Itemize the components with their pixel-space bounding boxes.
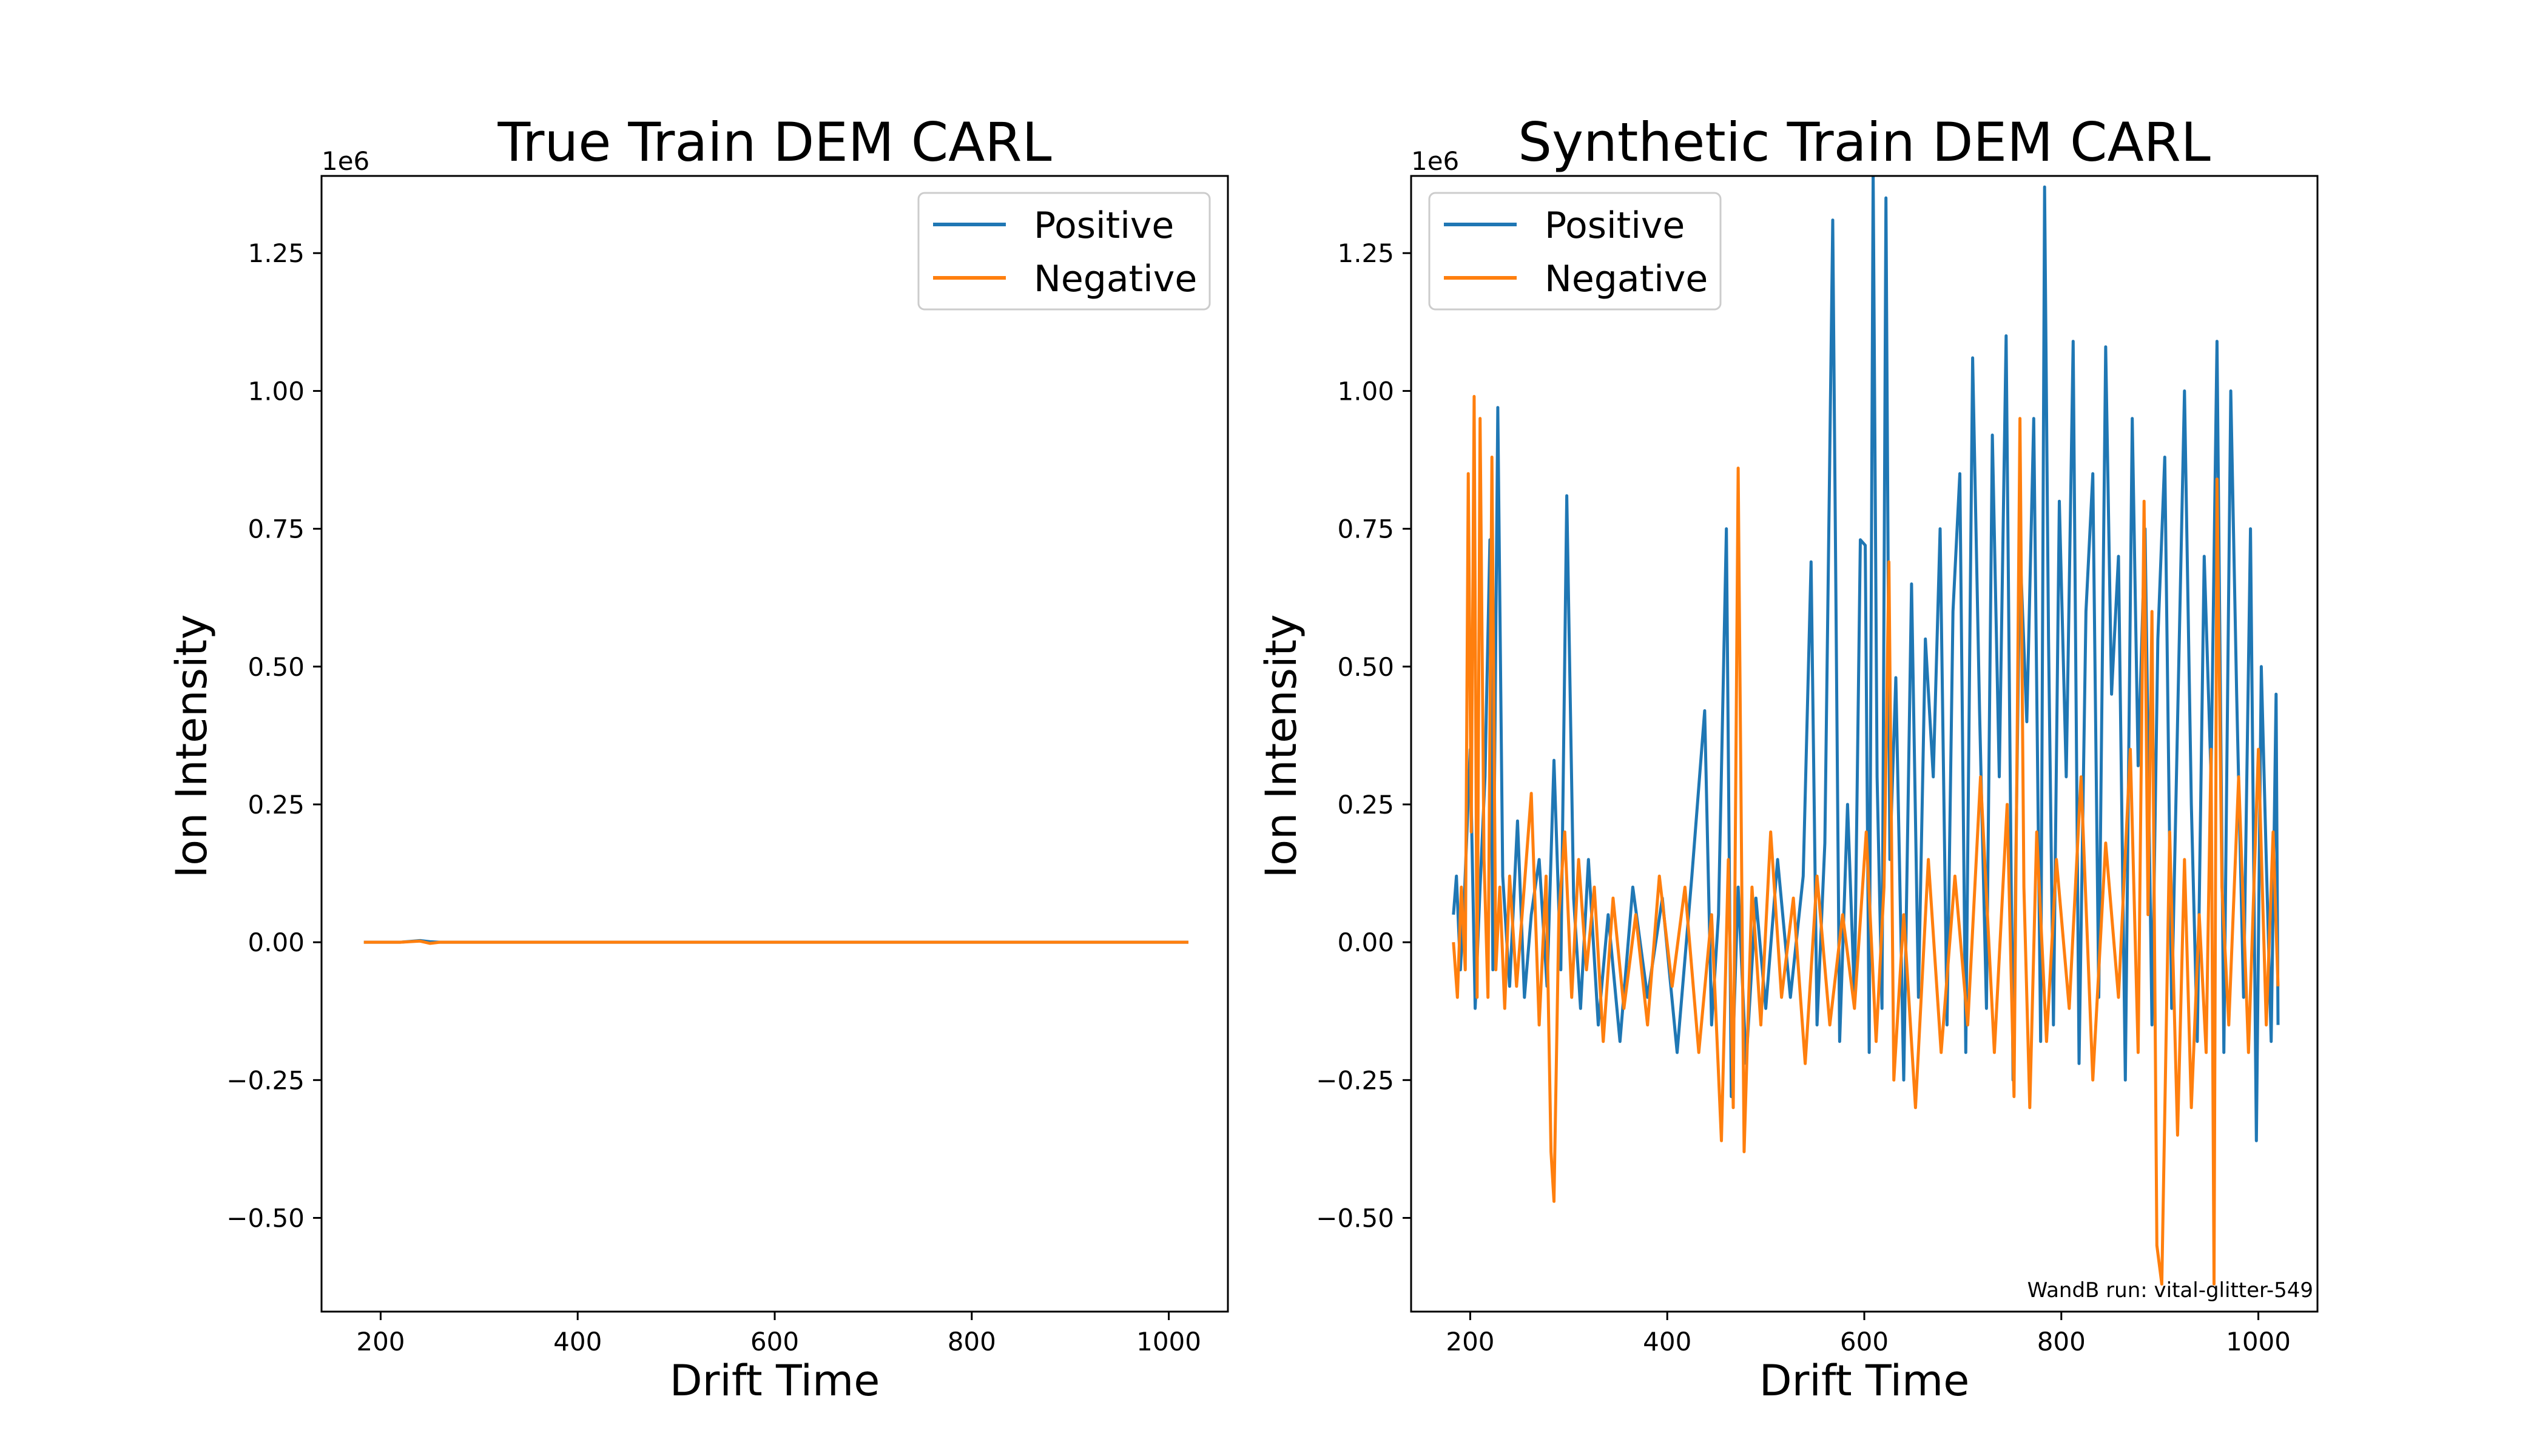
series-group [1452,176,2280,1286]
y-tick-label: 0.50 [248,652,305,682]
legend-entry-negative: Negative [1545,258,1708,300]
series-group [363,939,1188,945]
y-tick-label: 0.00 [248,928,305,957]
x-tick-label: 600 [1840,1327,1889,1357]
chart-title: True Train DEM CARL [497,111,1051,174]
series-line-negative [363,939,1188,945]
legend-entry-positive: Positive [1545,204,1685,247]
y-axis-label: Ion Intensity [167,615,217,878]
x-axis-label: Drift Time [670,1356,880,1406]
y-tick-label: −0.25 [1316,1065,1394,1095]
x-tick-label: 600 [750,1327,799,1357]
series-line-negative [1452,395,2280,1286]
x-tick-label: 200 [356,1327,405,1357]
x-tick-label: 1000 [2226,1327,2291,1357]
y-tick-label: 1.00 [1337,376,1394,406]
y-tick-label: 1.25 [248,238,305,268]
x-tick-label: 800 [948,1327,996,1357]
legend-entry-positive: Positive [1034,204,1174,247]
x-tick-label: 800 [2037,1327,2086,1357]
y-tick-label: 0.50 [1337,652,1394,682]
y-tick-label: 1.25 [1337,238,1394,268]
y-offset-label: 1e6 [1411,146,1459,176]
y-tick-label: 0.25 [1337,790,1394,820]
series-line-positive [1452,176,2280,1142]
legend-box [1428,192,1722,311]
legend: Positive Negative [917,192,1211,311]
chart-title: Synthetic Train DEM CARL [1518,111,2211,174]
y-tick-label: −0.50 [1316,1204,1394,1233]
axes-frame [1410,175,2319,1313]
y-offset-label: 1e6 [322,146,369,176]
y-tick-label: −0.50 [226,1204,305,1233]
chart-panel-synthetic-train: Synthetic Train DEM CARL 1e6 Drift Time … [1256,111,2319,1406]
legend: Positive Negative [1428,192,1722,311]
x-tick-label: 400 [553,1327,602,1357]
x-axis-label: Drift Time [1759,1356,1970,1406]
y-axis-label: Ion Intensity [1256,615,1306,878]
legend-entry-negative: Negative [1034,258,1197,300]
y-tick-label: −0.25 [226,1065,305,1095]
y-tick-label: 0.25 [248,790,305,820]
y-tick-label: 0.00 [1337,928,1394,957]
x-tick-label: 200 [1446,1327,1494,1357]
y-tick-label: 0.75 [248,514,305,544]
y-tick-label: 1.00 [248,376,305,406]
chart-panel-true-train: True Train DEM CARL 1e6 Drift Time Ion I… [167,111,1229,1406]
wandb-run-footnote: WandB run: vital-glitter-549 [2027,1278,2313,1303]
y-tick-label: 0.75 [1337,514,1394,544]
axes-frame [320,175,1229,1313]
legend-box [917,192,1211,311]
x-tick-label: 400 [1643,1327,1691,1357]
x-tick-label: 1000 [1136,1327,1201,1357]
